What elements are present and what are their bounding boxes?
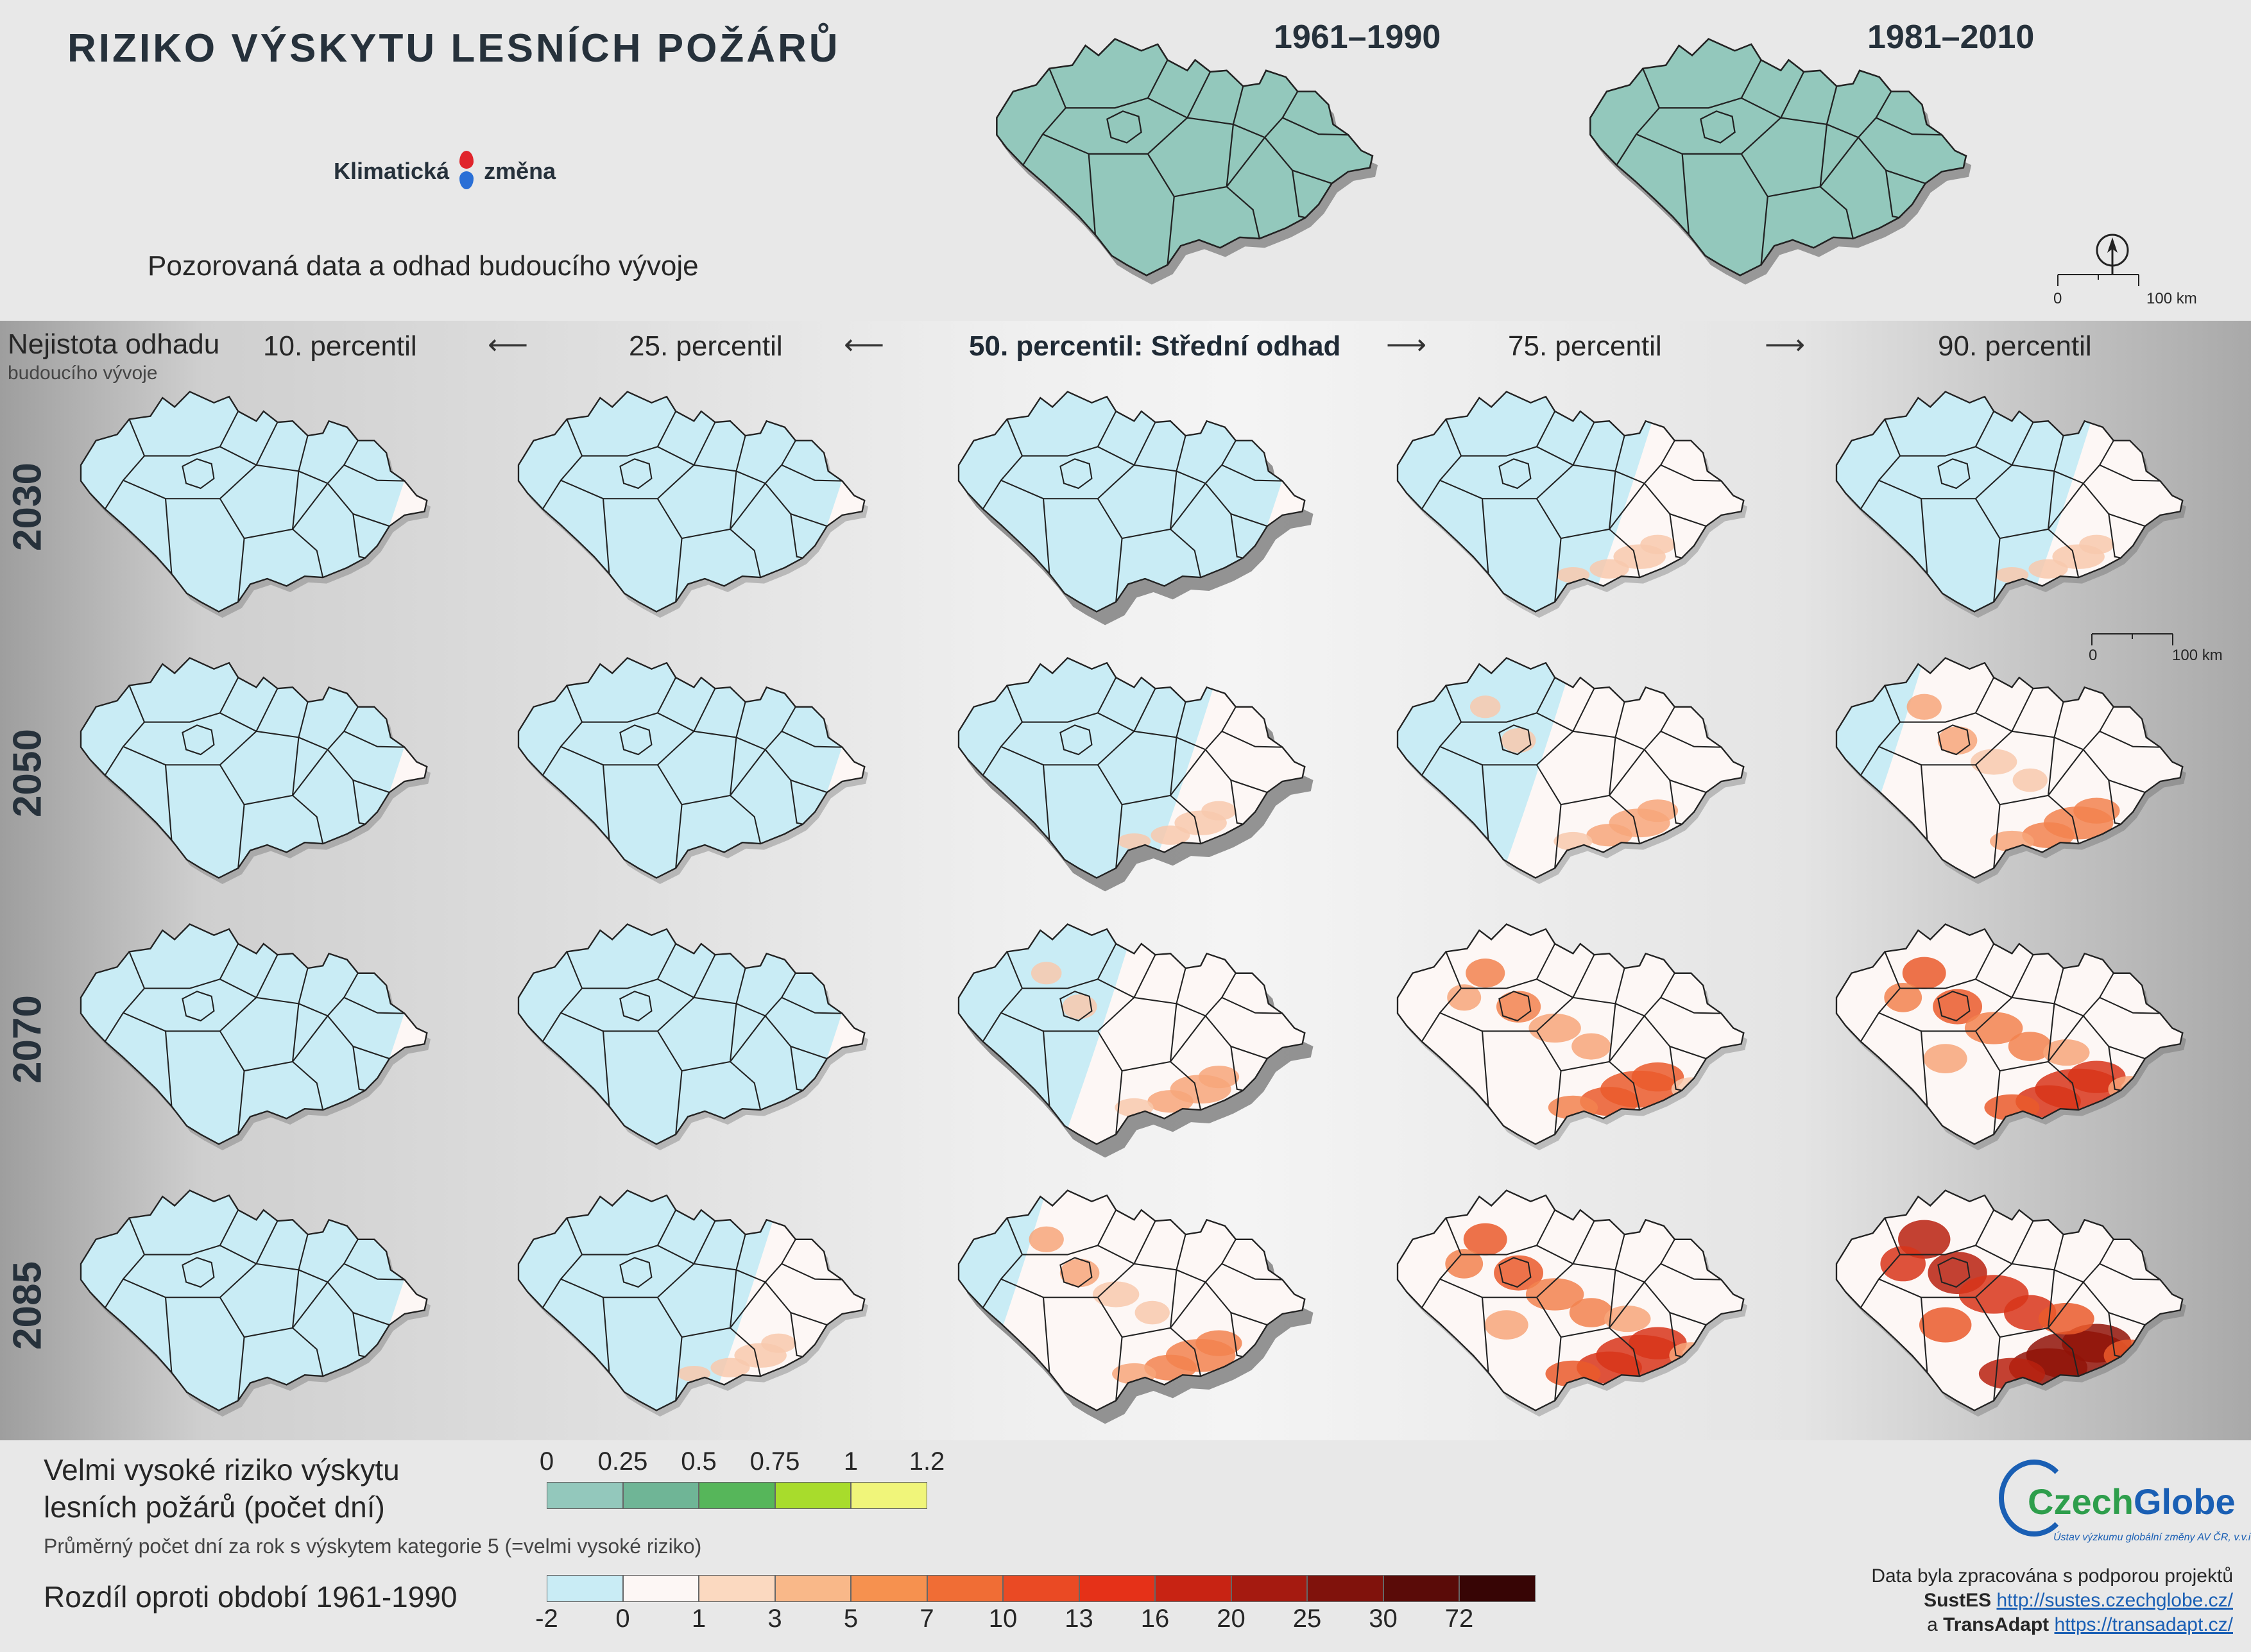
- scale-start-mid: 0: [2089, 647, 2098, 664]
- brand-left-text: Klimatická: [334, 158, 450, 184]
- arrow-left-icon: ⟵: [488, 329, 529, 361]
- legend-tick-label: 25: [1292, 1605, 1322, 1633]
- period-label-1981-2010: 1981–2010: [1867, 19, 2035, 56]
- legend-tick-label: 30: [1369, 1605, 1398, 1633]
- project-sustes-name: SustES: [1924, 1590, 1992, 1611]
- legend-swatch: [622, 1575, 699, 1602]
- legend-tick-label: 13: [1065, 1605, 1093, 1633]
- percentile-10-label: 10. percentil: [263, 330, 417, 362]
- scale-start: 0: [2053, 290, 2062, 307]
- period-label-1961-1990: 1961–1990: [1274, 19, 1441, 56]
- legend-swatch: [699, 1575, 775, 1602]
- legend-swatch: [547, 1575, 623, 1602]
- legend-swatch: [699, 1482, 775, 1509]
- czechglobe-logo: CzechGlobe: [2028, 1481, 2236, 1522]
- percentile-50-label: 50. percentil: Střední odhad: [969, 330, 1341, 362]
- map-2030-p75: [1355, 373, 1779, 630]
- legend-tick-label: 0: [615, 1605, 630, 1633]
- uncertainty-title: Nejistota odhadu: [8, 328, 220, 360]
- map-2030-p50: [916, 373, 1340, 630]
- observed-map-1981-2010: [1511, 19, 2037, 295]
- map-2050-p25: [476, 640, 900, 896]
- north-arrow-icon: [2093, 231, 2132, 276]
- percentile-25-label: 25. percentil: [629, 330, 783, 362]
- map-2030-p10: [39, 373, 462, 630]
- map-2085-p90: [1794, 1172, 2218, 1429]
- legend-swatch: [1307, 1575, 1383, 1602]
- legend-swatch: [775, 1575, 851, 1602]
- legend-tick-label: 5: [843, 1605, 859, 1633]
- percentile-75-label: 75. percentil: [1508, 330, 1662, 362]
- arrow-right-icon: ⟶: [1386, 329, 1427, 361]
- legend-swatch: [1459, 1575, 1536, 1602]
- map-2050-p50: [916, 640, 1340, 896]
- scale-bar-mid: [2091, 629, 2174, 667]
- legend-swatch: [547, 1482, 623, 1509]
- project-sustes-link[interactable]: http://sustes.czechglobe.cz/: [1996, 1590, 2233, 1611]
- legend-difference-title: Rozdíl oproti období 1961-1990: [44, 1580, 458, 1614]
- czechglobe-logo-icon: [1999, 1460, 2069, 1537]
- project-transadapt-link[interactable]: https://transadapt.cz/: [2054, 1614, 2233, 1635]
- percentile-90-label: 90. percentil: [1938, 330, 2092, 362]
- legend-tick-label: 20: [1217, 1605, 1245, 1633]
- map-2030-p90: [1794, 373, 2218, 630]
- page-subtitle: Pozorovaná data a odhad budoucího vývoje: [148, 250, 699, 282]
- legend-absolute-subtitle: Průměrný počet dní za rok s výskytem kat…: [44, 1535, 702, 1558]
- map-2050-p75: [1355, 640, 1779, 896]
- legend-band: [0, 1440, 2251, 1652]
- scale-bar-top: [2057, 269, 2140, 308]
- map-2085-p75: [1355, 1172, 1779, 1429]
- legend-swatch: [851, 1482, 927, 1509]
- credits-project-2: a TransAdapt https://transadapt.cz/: [1927, 1614, 2233, 1635]
- project-transadapt-name: TransAdapt: [1943, 1614, 2050, 1635]
- czechglobe-subtitle: Ústav výzkumu globální změny AV ČR, v.v.…: [2053, 1532, 2251, 1543]
- drops-icon: [457, 151, 476, 192]
- legend-absolute-title: Velmi vysoké riziko výskytu lesních požá…: [44, 1453, 400, 1524]
- legend-tick-label: 16: [1140, 1605, 1170, 1633]
- legend-tick-label: 3: [767, 1605, 782, 1633]
- legend-swatch: [1003, 1575, 1079, 1602]
- arrow-left-icon: ⟵: [844, 329, 885, 361]
- credits-project-1: SustES http://sustes.czechglobe.cz/: [1924, 1590, 2233, 1612]
- legend-swatch: [1231, 1575, 1307, 1602]
- legend-swatch: [851, 1575, 927, 1602]
- legend-tick-label: 10: [988, 1605, 1018, 1633]
- legend-tick-label: 0.5: [681, 1447, 717, 1476]
- map-2085-p10: [39, 1172, 462, 1429]
- map-2050-p90: [1794, 640, 2218, 896]
- map-2070-p50: [916, 906, 1340, 1162]
- legend-swatch: [1383, 1575, 1459, 1602]
- legend-tick-label: 1: [843, 1447, 859, 1476]
- legend-swatch: [775, 1482, 851, 1509]
- map-2030-p25: [476, 373, 900, 630]
- legend-swatch: [927, 1575, 1003, 1602]
- brand-logo: Klimatická změna: [334, 151, 556, 192]
- legend-swatch: [622, 1482, 699, 1509]
- uncertainty-subtitle: budoucího vývoje: [8, 362, 158, 384]
- arrow-right-icon: ⟶: [1765, 329, 1806, 361]
- legend-swatch: [1079, 1575, 1155, 1602]
- map-2070-p10: [39, 906, 462, 1162]
- legend-tick-label: 7: [920, 1605, 934, 1633]
- legend-tick-label: 0: [539, 1447, 554, 1476]
- observed-map-1961-1990: [918, 19, 1444, 295]
- map-2070-p90: [1794, 906, 2218, 1162]
- scale-end-mid: 100 km: [2172, 647, 2223, 664]
- map-2070-p25: [476, 906, 900, 1162]
- legend-tick-label: 0.75: [749, 1447, 800, 1476]
- legend-tick-label: 1.2: [909, 1447, 945, 1476]
- brand-right-text: změna: [484, 158, 556, 184]
- page-title: RIZIKO VÝSKYTU LESNÍCH POŽÁRŮ: [67, 26, 841, 71]
- map-2085-p50: [916, 1172, 1340, 1429]
- legend-tick-label: 0.25: [597, 1447, 648, 1476]
- legend-tick-label: 72: [1444, 1605, 1474, 1633]
- legend-tick-label: 1: [691, 1605, 706, 1633]
- map-2050-p10: [39, 640, 462, 896]
- map-2070-p75: [1355, 906, 1779, 1162]
- scale-end: 100 km: [2146, 290, 2197, 307]
- legend-swatch: [1155, 1575, 1231, 1602]
- legend-tick-label: -2: [535, 1605, 558, 1633]
- map-2085-p25: [476, 1172, 900, 1429]
- credits-line: Data byla zpracována s podporou projektů: [1871, 1565, 2233, 1587]
